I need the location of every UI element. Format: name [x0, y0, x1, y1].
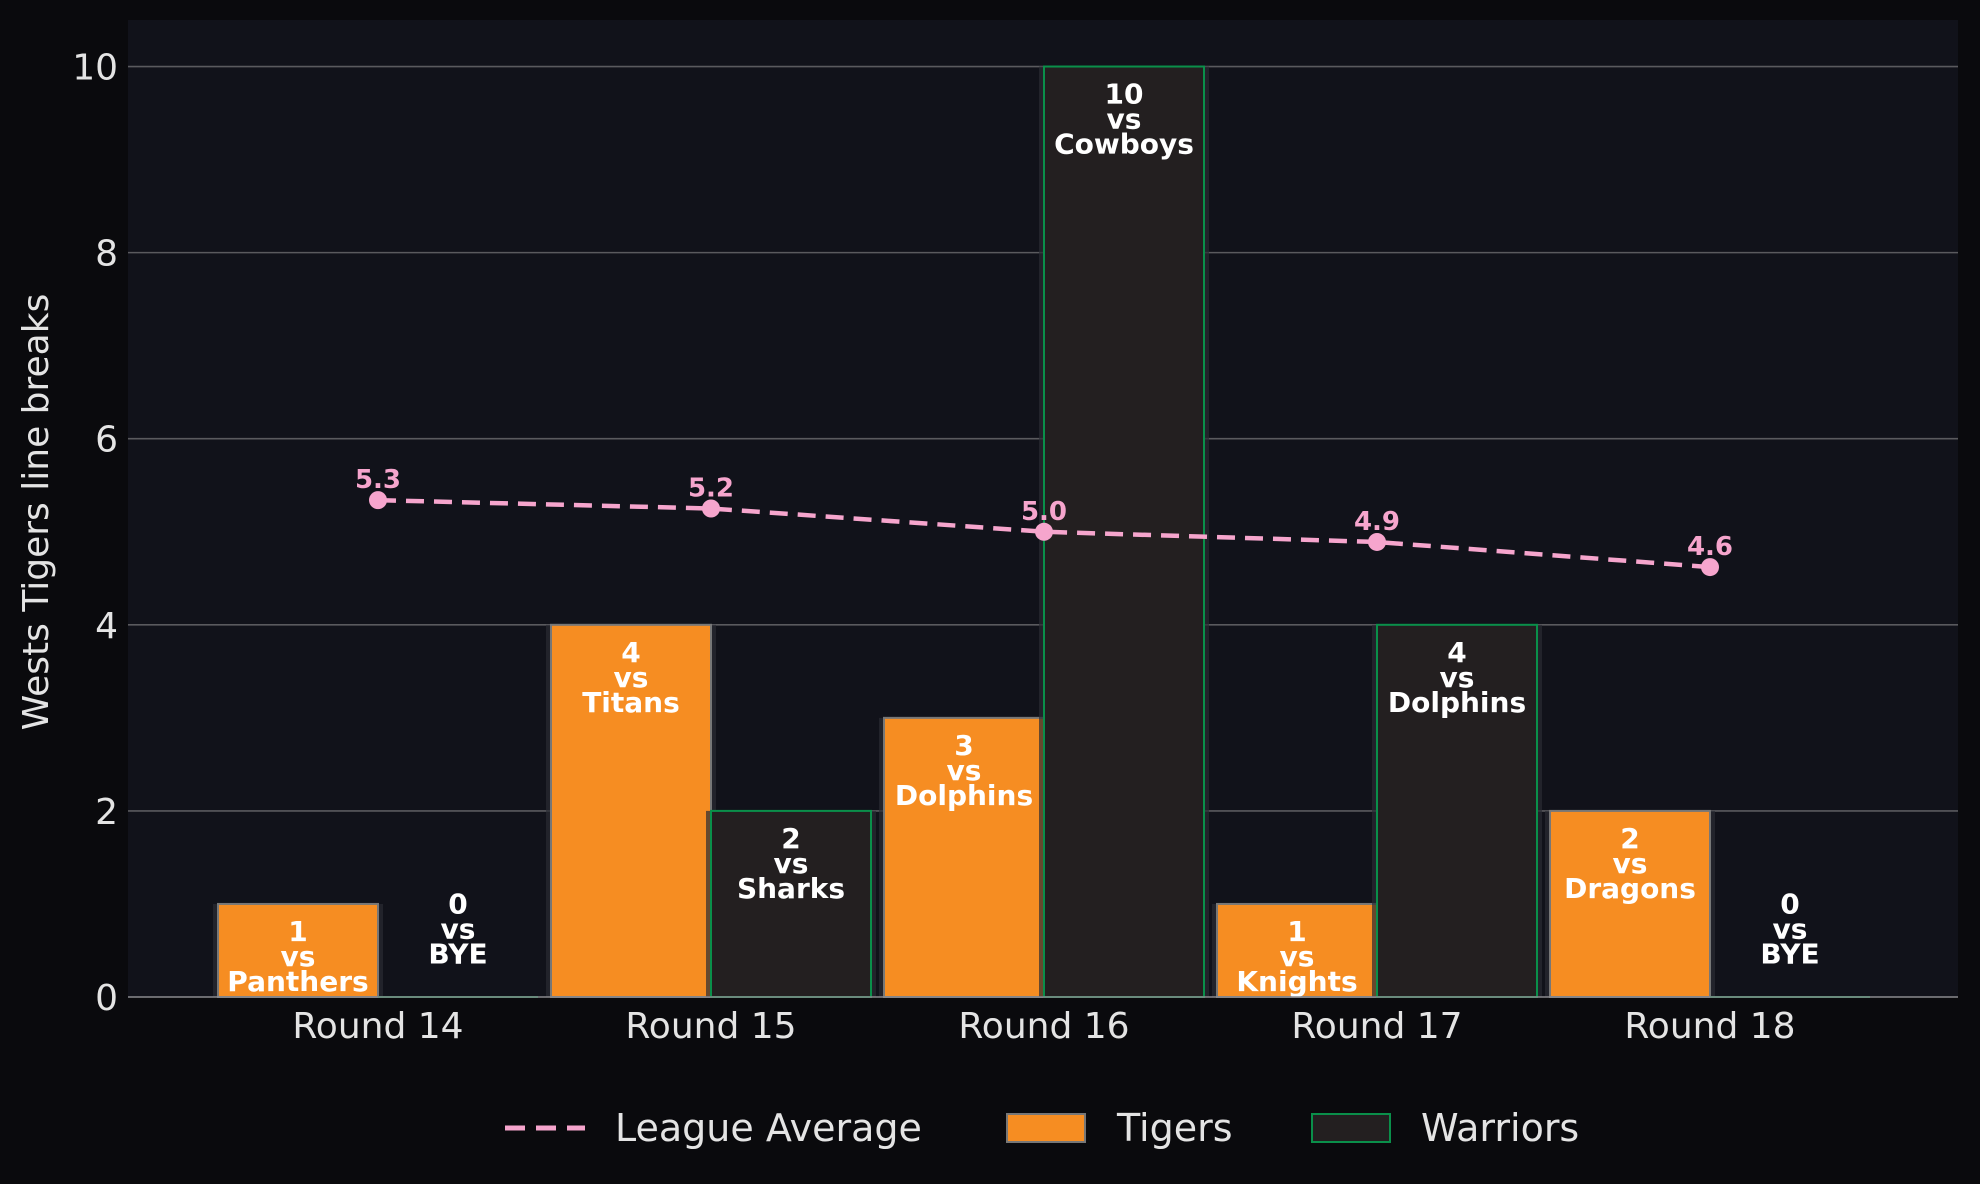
league-average-point — [702, 499, 720, 518]
legend-tigers-label: Tigers — [1116, 1106, 1233, 1150]
bar-warriors — [1043, 65, 1205, 999]
bar-label: vs — [441, 912, 476, 945]
bar-label: BYE — [428, 937, 487, 970]
bar-label: 1 — [288, 915, 307, 948]
bar-tigers — [883, 716, 1045, 998]
bar-label: Knights — [1236, 965, 1357, 998]
league-average-point — [1035, 522, 1053, 541]
bar-label: 0 — [448, 887, 467, 920]
bar-label: Cowboys — [1054, 128, 1194, 161]
bar-label: vs — [1613, 847, 1648, 880]
legend-league-average-label: League Average — [615, 1106, 922, 1150]
league-average-point — [1701, 558, 1719, 577]
bar-label: 2 — [1620, 822, 1639, 855]
y-tick-label: 0 — [95, 978, 118, 1019]
bar-label: 2 — [781, 822, 800, 855]
league-average-point — [369, 491, 387, 510]
legend: League Average Tigers Warriors — [505, 1106, 1579, 1150]
bar-warriors — [710, 809, 872, 999]
legend-tigers-swatch — [1006, 1113, 1086, 1143]
bar-label: 10 — [1105, 78, 1144, 111]
league-average-value-label: 5.2 — [688, 474, 734, 504]
legend-warriors-label: Warriors — [1421, 1106, 1579, 1150]
bar-label: 0 — [1780, 887, 1799, 920]
league-average-value-label: 4.9 — [1354, 507, 1400, 537]
bar-label: vs — [1280, 940, 1315, 973]
league-average-value-label: 5.3 — [355, 465, 401, 495]
y-axis-label: Wests Tigers line breaks — [16, 294, 57, 731]
league-average-line: 5.3 5.2 5.0 4.9 4.6 — [355, 465, 1733, 577]
bars: 1vsPanthers0vsBYE4vsTitans2vsSharks3vsDo… — [213, 65, 1870, 999]
bar-label: vs — [1107, 103, 1142, 136]
bar-label: Sharks — [737, 872, 845, 905]
bar-label: 4 — [621, 636, 640, 669]
bar-warriors — [1376, 623, 1538, 998]
bar-label: vs — [614, 661, 649, 694]
x-tick-label: Round 14 — [292, 1006, 463, 1047]
x-tick-label: Round 15 — [625, 1006, 796, 1047]
bar-label: BYE — [1760, 937, 1819, 970]
league-average-value-label: 5.0 — [1021, 497, 1067, 527]
bar-label: vs — [947, 754, 982, 787]
bar-label: Titans — [582, 686, 680, 719]
y-tick-label: 10 — [72, 48, 118, 89]
bar-label: 1 — [1287, 915, 1306, 948]
league-average-value-label: 4.6 — [1687, 532, 1733, 562]
y-tick-label: 4 — [95, 606, 118, 647]
x-tick-label: Round 16 — [958, 1006, 1129, 1047]
bar-label: 3 — [954, 729, 973, 762]
bar-label: 4 — [1447, 636, 1466, 669]
bar-label: vs — [281, 940, 316, 973]
bar-tigers — [550, 623, 712, 998]
bar-label: Dolphins — [895, 779, 1033, 812]
legend-warriors-swatch — [1311, 1113, 1391, 1143]
bar-tigers — [1549, 809, 1711, 999]
x-tick-label: Round 17 — [1291, 1006, 1462, 1047]
bar-label: vs — [1440, 661, 1475, 694]
league-average-point — [1368, 532, 1386, 551]
bar-tigers — [217, 902, 379, 999]
y-tick-label: 2 — [95, 792, 118, 833]
bar-label: Dolphins — [1388, 686, 1526, 719]
bar-label: vs — [774, 847, 809, 880]
x-tick-label: Round 18 — [1624, 1006, 1795, 1047]
bar-label: vs — [1773, 912, 1808, 945]
bar-label: Panthers — [227, 965, 368, 998]
y-tick-label: 6 — [95, 420, 118, 461]
y-tick-label: 8 — [95, 234, 118, 275]
bar-label: Dragons — [1564, 872, 1696, 905]
